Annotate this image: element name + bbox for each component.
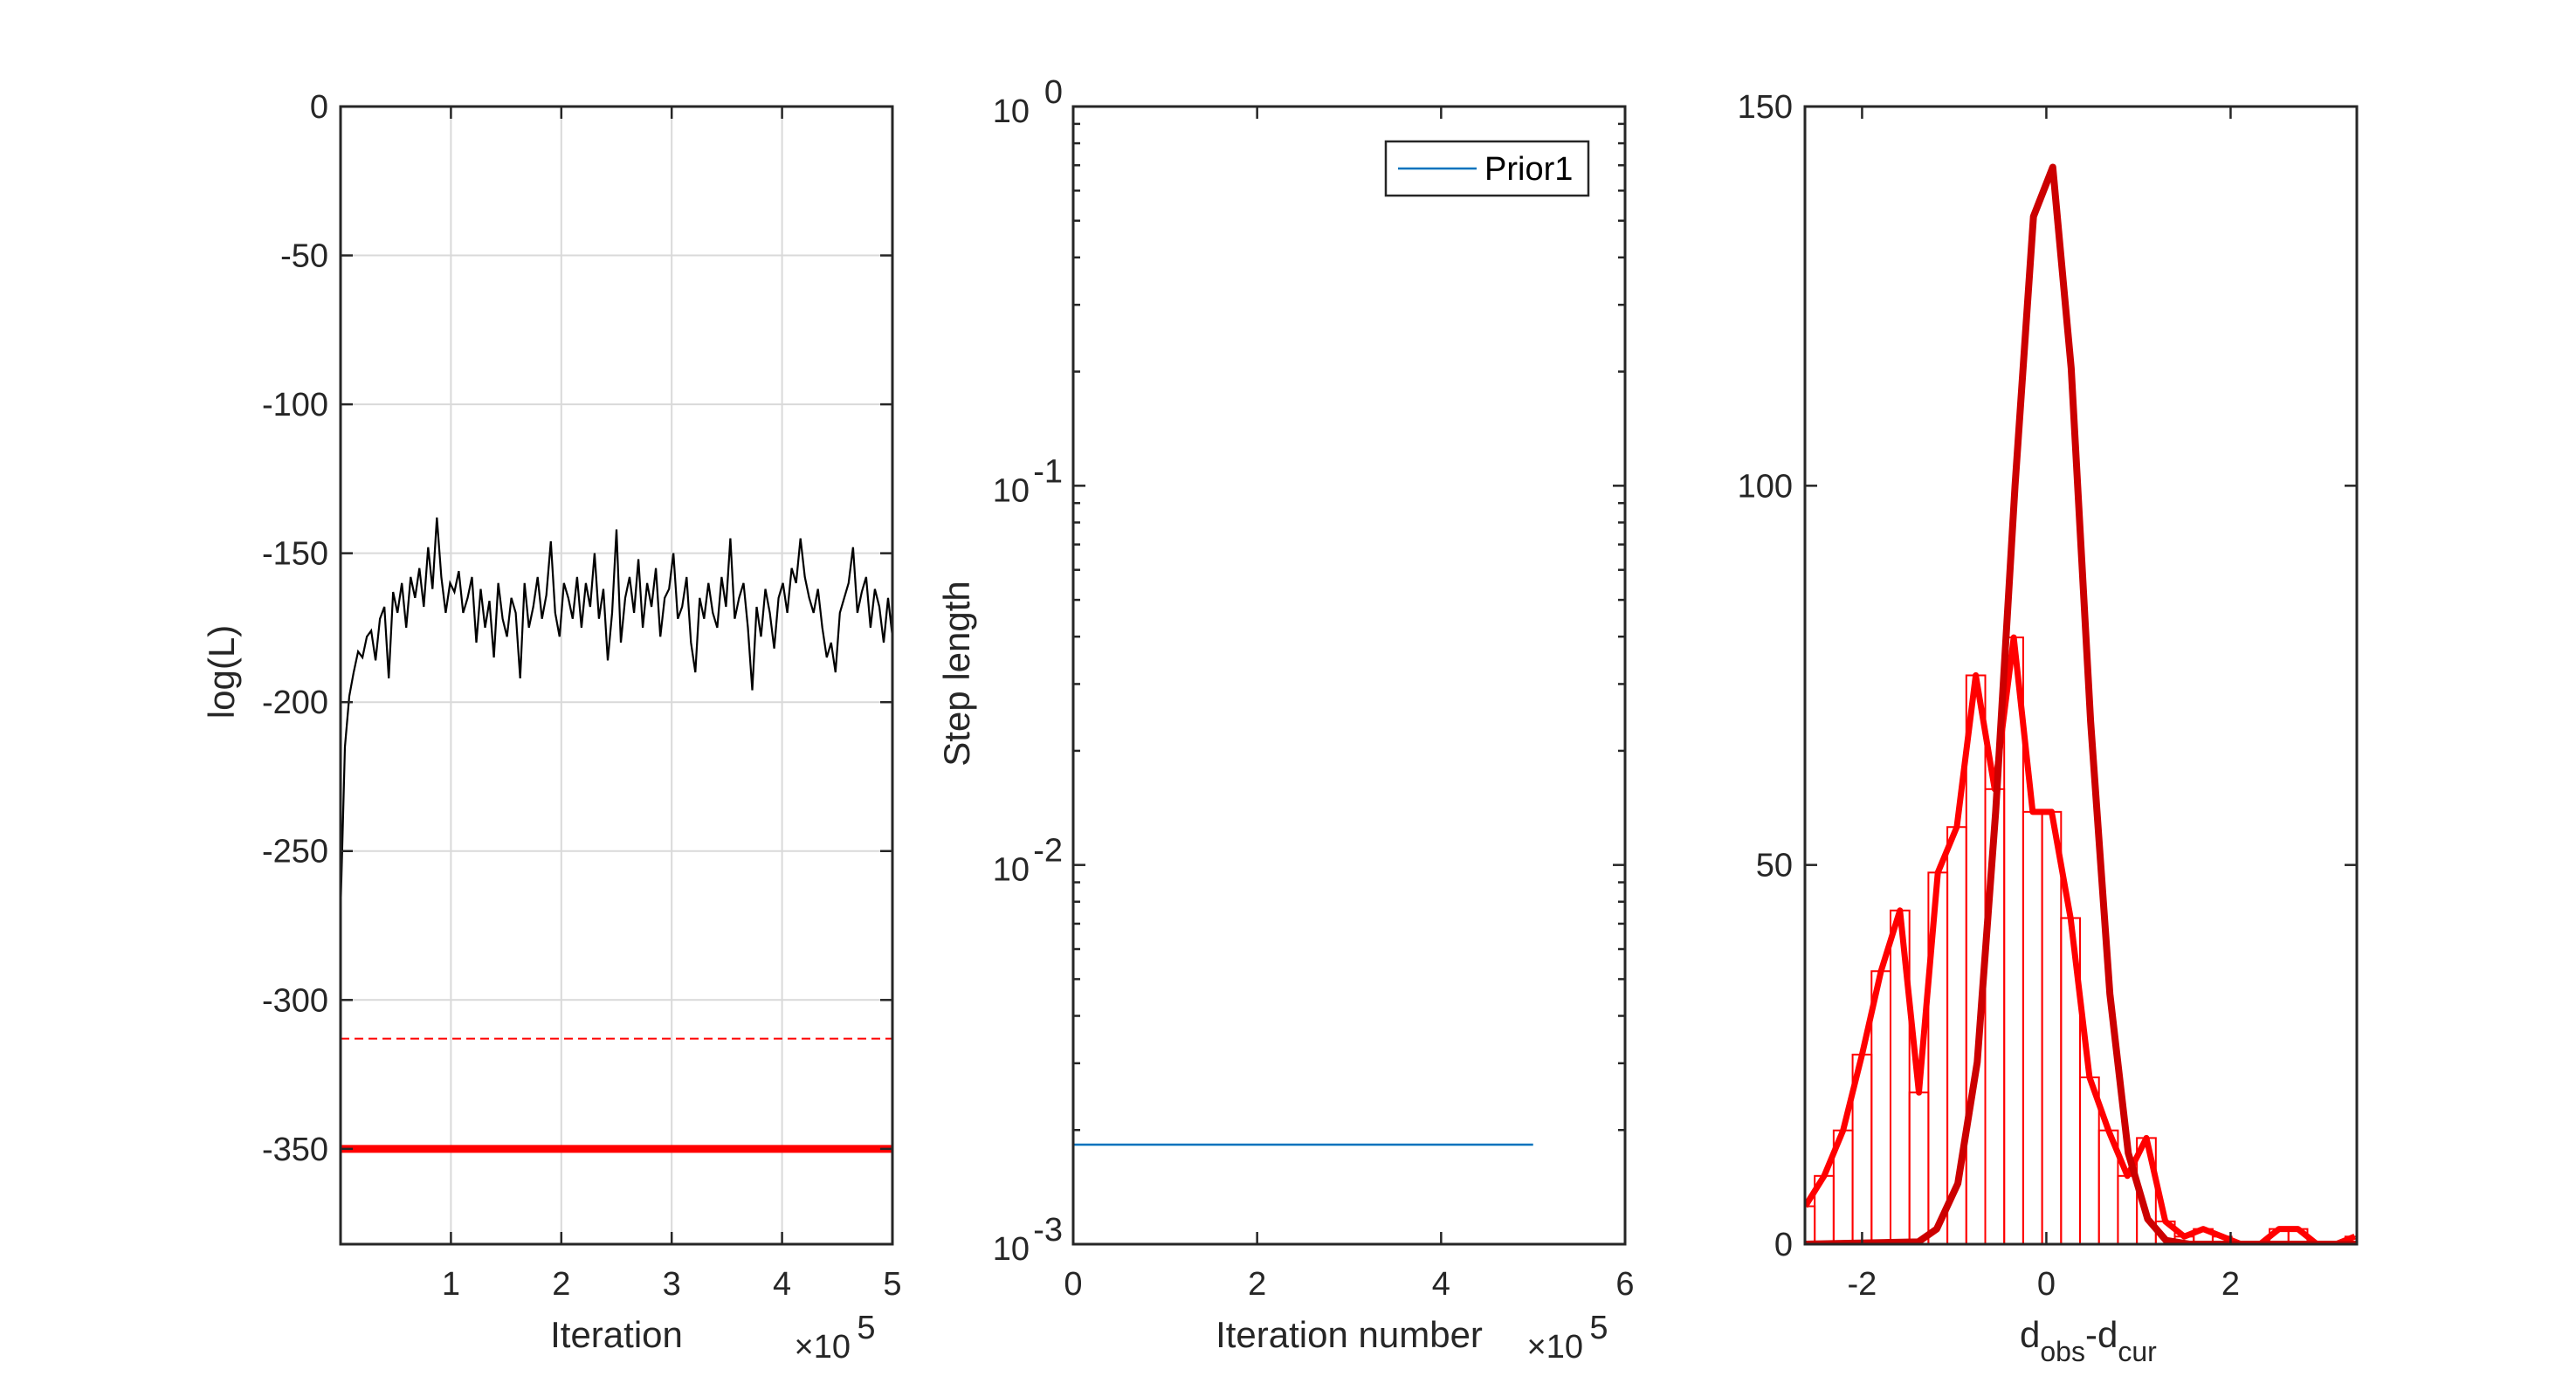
x-tick-label: 0 bbox=[1064, 1266, 1082, 1303]
histogram-bar bbox=[2117, 1174, 2139, 1244]
y-tick-label: -250 bbox=[262, 834, 328, 870]
y-tick-label: -150 bbox=[262, 536, 328, 573]
y-tick-label: -50 bbox=[280, 238, 328, 275]
x-axis-label: dobs-dcur bbox=[2020, 1314, 2157, 1367]
x-tick-label: -2 bbox=[1848, 1266, 1877, 1303]
x-tick-label: 6 bbox=[1615, 1266, 1634, 1303]
y-tick-label: 100 bbox=[1738, 468, 1793, 505]
x-axis-label: Iteration bbox=[550, 1314, 683, 1355]
axes-box bbox=[1071, 105, 1627, 1246]
x-tick-label: 2 bbox=[1248, 1266, 1266, 1303]
prior1-step-length-line bbox=[1071, 107, 1533, 1146]
x-tick-label: 0 bbox=[2037, 1266, 2056, 1303]
y-axis-label: log(L) bbox=[201, 625, 242, 719]
x-multiplier-exponent: 5 bbox=[1589, 1310, 1608, 1346]
y-tick-label: -100 bbox=[262, 387, 328, 423]
x-multiplier: ×10 bbox=[795, 1329, 851, 1366]
histogram-bar bbox=[2022, 810, 2043, 1244]
x-multiplier-exponent: 5 bbox=[857, 1310, 875, 1346]
axes-box bbox=[1803, 105, 2359, 1246]
histogram-bars bbox=[1805, 636, 2357, 1244]
x-axis-label-part: d bbox=[2020, 1314, 2040, 1355]
y-tick-label: -350 bbox=[262, 1132, 328, 1168]
x-axis-label-part: -d bbox=[2085, 1314, 2118, 1355]
y-axis-label: Step length bbox=[936, 581, 977, 767]
histogram-bar bbox=[2041, 810, 2063, 1244]
y-tick-exponent: 0 bbox=[1044, 74, 1063, 111]
y-tick-label: 0 bbox=[310, 89, 328, 126]
y-tick-label: 10 bbox=[993, 93, 1030, 130]
y-tick-exponent: -1 bbox=[1033, 453, 1063, 490]
y-tick-label: 10 bbox=[993, 472, 1030, 509]
y-tick-label: 150 bbox=[1738, 89, 1793, 126]
loglikelihood-axes: 1 2 3 4 5 0 -50 -100 -150 -200 -250 -300 -350 Iterati… bbox=[201, 89, 902, 1366]
x-multiplier: ×10 bbox=[1527, 1329, 1583, 1366]
x-tick-label: 4 bbox=[1432, 1266, 1450, 1303]
y-tick-exponent: -2 bbox=[1033, 833, 1063, 870]
curves bbox=[1805, 163, 2357, 1244]
x-tick-label: 4 bbox=[773, 1266, 791, 1303]
y-tick-label: 10 bbox=[993, 1231, 1030, 1268]
histogram-bar bbox=[2003, 636, 2024, 1244]
predicted-distribution-curve bbox=[1805, 163, 2357, 1244]
y-tick-label: 10 bbox=[993, 852, 1030, 889]
y-tick-label: 0 bbox=[1774, 1227, 1793, 1263]
x-tick-label: 2 bbox=[2221, 1266, 2240, 1303]
legend: Prior1 bbox=[1384, 140, 1590, 197]
y-tick-exponent: -3 bbox=[1033, 1212, 1063, 1249]
x-tick-label: 1 bbox=[442, 1266, 460, 1303]
y-tick-label: 50 bbox=[1756, 848, 1793, 884]
x-tick-label: 5 bbox=[883, 1266, 901, 1303]
y-tick-label: -200 bbox=[262, 685, 328, 721]
y-tick-label: -300 bbox=[262, 982, 328, 1019]
legend-entry-label: Prior1 bbox=[1484, 151, 1573, 188]
x-tick-label: 3 bbox=[663, 1266, 681, 1303]
x-tick-label: 2 bbox=[552, 1266, 570, 1303]
histogram-bar bbox=[1908, 1091, 1930, 1244]
loglikelihood-trace-line bbox=[339, 517, 894, 912]
x-axis-label-part: obs bbox=[2040, 1336, 2085, 1367]
x-axis-label-part: cur bbox=[2118, 1336, 2157, 1367]
residual-histogram-axes: -2 0 2 0 50 100 150 dobs-dcur bbox=[1738, 89, 2359, 1367]
axes-box bbox=[339, 105, 894, 1246]
x-axis-label: Iteration number bbox=[1216, 1314, 1483, 1355]
